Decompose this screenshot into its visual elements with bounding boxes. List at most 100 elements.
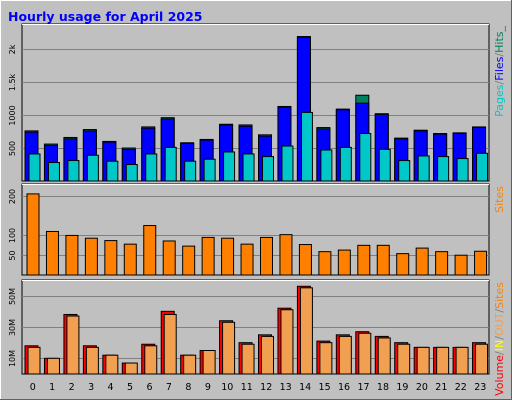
bar-pages-17 <box>359 133 372 182</box>
bar-pages-19 <box>398 160 411 182</box>
chart-title: Hourly usage for April 2025 <box>8 9 203 24</box>
bar-volume-out-6 <box>144 345 158 375</box>
bar-volume-out-8 <box>183 354 197 375</box>
bar-pages-11 <box>242 153 255 182</box>
x-tick-label-1: 1 <box>49 382 55 393</box>
bar-sites-4 <box>104 240 118 276</box>
bar-volume-out-7 <box>163 313 177 375</box>
bar-volume-out-16 <box>338 335 352 375</box>
legend-entry-2-2: IN <box>493 340 506 351</box>
bar-sites-14 <box>298 244 312 276</box>
bar-sites-9 <box>201 236 215 276</box>
x-tick-label-14: 14 <box>299 382 311 393</box>
x-tick-label-0: 0 <box>30 382 36 393</box>
bar-sites-0 <box>26 193 40 276</box>
legend-entry-0-2: Files <box>493 56 506 80</box>
legend-1: Sites <box>493 186 506 213</box>
x-tick-label-22: 22 <box>455 382 467 393</box>
bar-volume-out-21 <box>436 346 450 375</box>
bar-sites-3 <box>84 237 98 276</box>
x-tick-label-5: 5 <box>127 382 133 393</box>
bar-pages-3 <box>86 154 99 182</box>
x-tick-label-15: 15 <box>319 382 331 393</box>
bar-pages-21 <box>437 156 450 182</box>
bar-volume-out-9 <box>202 350 216 375</box>
bar-pages-10 <box>223 151 236 182</box>
y-tick-label-0-2: 1.5k <box>8 73 17 91</box>
bar-sites-18 <box>376 244 390 276</box>
bar-pages-15 <box>320 149 333 182</box>
bar-volume-out-18 <box>377 337 391 375</box>
y-tick-label-0-3: 2k <box>8 44 17 54</box>
y-tick-label-1-2: 200 <box>8 189 17 204</box>
bar-pages-6 <box>145 153 158 182</box>
x-tick-label-18: 18 <box>377 382 389 393</box>
bar-sites-11 <box>240 243 254 276</box>
bar-pages-5 <box>125 164 138 182</box>
bar-sites-19 <box>396 253 410 276</box>
bar-pages-8 <box>184 160 197 182</box>
legend-entry-2-6: Sites <box>493 282 506 309</box>
legend-entry-1-0: Sites <box>493 186 506 213</box>
bar-pages-18 <box>378 148 391 182</box>
bar-sites-16 <box>337 249 351 276</box>
bar-sites-10 <box>221 237 235 276</box>
bar-pages-22 <box>456 158 469 182</box>
bar-volume-out-5 <box>124 362 138 375</box>
bar-sites-7 <box>162 240 176 276</box>
bar-volume-out-2 <box>66 315 80 375</box>
bar-pages-0 <box>28 153 41 182</box>
bar-volume-out-15 <box>319 342 333 375</box>
x-tick-label-17: 17 <box>357 382 369 393</box>
legend-entry-2-5: / <box>493 309 506 313</box>
bar-volume-out-14 <box>299 287 313 375</box>
x-tick-label-9: 9 <box>205 382 211 393</box>
bar-sites-20 <box>415 247 429 276</box>
bar-sites-13 <box>279 234 293 276</box>
legend-entry-2-4: OUT <box>493 312 506 336</box>
bar-sites-8 <box>182 245 196 276</box>
bar-volume-out-13 <box>280 309 294 375</box>
bar-pages-23 <box>476 152 489 182</box>
x-tick-label-13: 13 <box>280 382 292 393</box>
bar-volume-out-4 <box>105 354 119 375</box>
legend-entry-2-1: / <box>493 351 506 355</box>
legend-0: Pages/Files/Hits_ <box>493 26 506 117</box>
bar-pages-1 <box>47 162 60 182</box>
bar-volume-out-12 <box>261 335 274 375</box>
bar-volume-out-20 <box>416 346 430 375</box>
y-tick-label-2-0: 10M <box>8 350 17 367</box>
x-tick-label-8: 8 <box>185 382 191 393</box>
bar-pages-20 <box>417 155 430 182</box>
bar-pages-2 <box>67 160 80 182</box>
bar-volume-out-10 <box>222 321 236 375</box>
y-tick-label-2-2: 50M <box>8 288 17 305</box>
y-tick-label-1-1: 100 <box>8 228 17 243</box>
bar-sites-6 <box>143 225 157 276</box>
bar-sites-5 <box>123 243 137 276</box>
y-tick-label-1-0: 50 <box>8 250 17 260</box>
legend-entry-0-4: Hits_ <box>493 26 506 53</box>
bar-volume-out-1 <box>46 357 60 375</box>
x-tick-label-23: 23 <box>474 382 486 393</box>
legend-entry-2-3: / <box>493 336 506 340</box>
x-tick-label-7: 7 <box>166 382 172 393</box>
x-tick-label-11: 11 <box>241 382 253 393</box>
bar-sites-21 <box>435 251 449 276</box>
bar-volume-out-23 <box>475 343 489 375</box>
bar-pages-7 <box>164 146 177 182</box>
bar-sites-12 <box>260 236 273 276</box>
legend-entry-0-0: Pages <box>493 84 506 117</box>
bar-volume-out-0 <box>27 346 41 375</box>
bar-sites-1 <box>45 230 59 276</box>
bar-pages-14 <box>300 111 313 182</box>
bar-volume-out-11 <box>241 343 255 375</box>
bar-volume-out-17 <box>358 332 372 375</box>
bar-pages-16 <box>339 146 352 182</box>
x-tick-label-19: 19 <box>396 382 408 393</box>
x-tick-label-2: 2 <box>69 382 75 393</box>
x-tick-label-3: 3 <box>88 382 94 393</box>
